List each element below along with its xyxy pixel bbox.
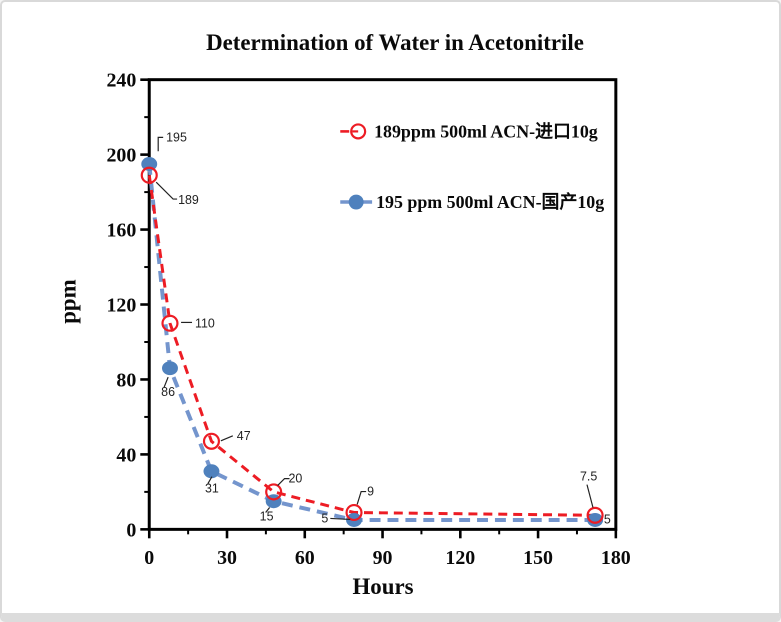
x-tick-label: 30 bbox=[217, 547, 237, 569]
point-label-leader bbox=[356, 490, 367, 505]
y-tick-label: 240 bbox=[106, 70, 136, 92]
point-label: 47 bbox=[237, 429, 251, 443]
data-point-domestic bbox=[162, 361, 178, 376]
y-tick-label: 80 bbox=[116, 369, 136, 391]
legend-item-domestic: 195 ppm 500ml ACN-国产10g bbox=[340, 191, 604, 212]
point-label-leader bbox=[220, 435, 234, 442]
chart-title: Determination of Water in Acetonitrile bbox=[206, 30, 584, 55]
point-label-leader bbox=[330, 517, 351, 521]
x-tick-label: 150 bbox=[523, 547, 553, 569]
series-line-imported bbox=[147, 175, 596, 517]
y-tick-label: 40 bbox=[116, 444, 136, 466]
legend-label-imported: 189ppm 500ml ACN-进口10g bbox=[374, 121, 598, 141]
x-tick-label: 0 bbox=[144, 547, 154, 569]
point-label: 31 bbox=[205, 482, 219, 496]
point-label: 195 bbox=[166, 130, 187, 144]
data-point-imported bbox=[140, 166, 158, 184]
point-label: 189 bbox=[178, 193, 199, 207]
data-point-domestic bbox=[587, 513, 604, 527]
point-label-leader bbox=[586, 484, 594, 508]
point-label-leader bbox=[163, 376, 169, 388]
data-point-imported bbox=[161, 314, 179, 332]
plot-area: 0 40 80 120 160 200 240 0 30 60 90 120 150 180 189 110 4… bbox=[106, 70, 630, 570]
legend-marker-circle-domestic bbox=[348, 194, 364, 210]
legend-item-imported: 189ppm 500ml ACN-进口10g bbox=[340, 121, 598, 141]
point-label-leader bbox=[277, 478, 290, 487]
y-tick-label: 160 bbox=[106, 220, 136, 242]
x-tick-label: 120 bbox=[445, 547, 475, 569]
y-tick-label: 0 bbox=[126, 519, 136, 541]
chart: Determination of Water in Acetonitrile p… bbox=[56, 30, 631, 599]
point-label-leader bbox=[155, 181, 178, 200]
point-label: 5 bbox=[321, 511, 328, 525]
x-tick-label: 180 bbox=[601, 547, 631, 569]
point-label: 110 bbox=[195, 316, 215, 330]
x-tick-label: 60 bbox=[295, 547, 315, 569]
point-label-leader bbox=[207, 476, 213, 484]
point-label: 15 bbox=[260, 509, 274, 523]
point-label: 20 bbox=[289, 472, 303, 486]
y-tick-label: 120 bbox=[106, 294, 136, 316]
data-point-domestic bbox=[203, 464, 220, 479]
point-label-leader bbox=[265, 507, 271, 513]
x-tick-label: 90 bbox=[373, 547, 393, 569]
data-point-imported bbox=[265, 483, 283, 501]
y-tick-label: 200 bbox=[106, 145, 136, 167]
data-point-imported bbox=[586, 506, 604, 524]
data-point-domestic bbox=[141, 157, 158, 171]
y-axis-title: ppm bbox=[56, 279, 81, 324]
point-label-leader bbox=[157, 136, 164, 152]
plot-box bbox=[147, 78, 618, 531]
point-label: 86 bbox=[161, 385, 175, 399]
x-axis-title: Hours bbox=[353, 574, 414, 599]
data-point-imported bbox=[345, 503, 363, 522]
series-line-domestic bbox=[147, 163, 596, 522]
legend: 189ppm 500ml ACN-进口10g 195 ppm 500ml ACN… bbox=[340, 121, 604, 212]
data-point-imported bbox=[202, 432, 221, 450]
legend-label-domestic: 195 ppm 500ml ACN-国产10g bbox=[376, 191, 604, 212]
point-label: 5 bbox=[604, 512, 611, 526]
point-label: 9 bbox=[367, 485, 374, 499]
point-label: 7.5 bbox=[580, 470, 597, 484]
